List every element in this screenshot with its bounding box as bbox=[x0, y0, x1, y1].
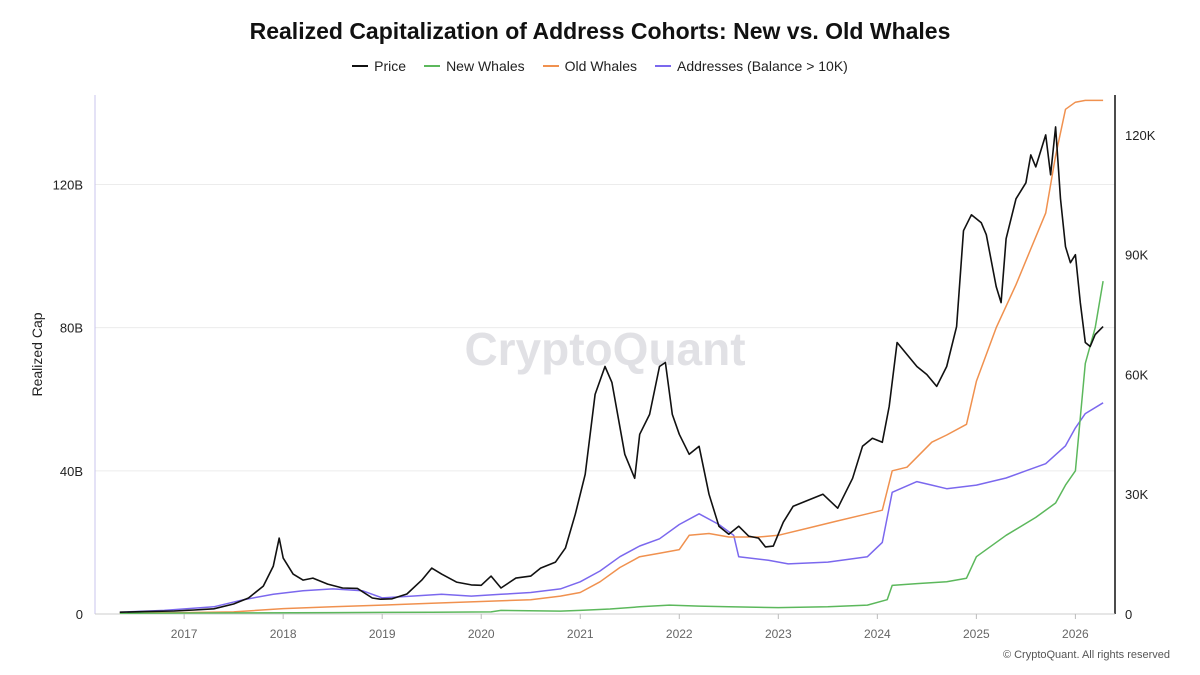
x-tick-label: 2025 bbox=[963, 627, 990, 641]
y2-tick-label: 30K bbox=[1125, 487, 1148, 502]
copyright-footer: © CryptoQuant. All rights reserved bbox=[1002, 649, 1170, 661]
y2-tick-label: 90K bbox=[1125, 248, 1148, 263]
old-whales-line bbox=[119, 99, 1104, 614]
legend-item-price[interactable]: Price bbox=[352, 58, 406, 74]
y-tick-label: 120B bbox=[53, 177, 83, 192]
addresses-line bbox=[119, 402, 1104, 613]
x-tick-label: 2021 bbox=[567, 627, 594, 641]
x-tick-label: 2019 bbox=[369, 627, 396, 641]
new-whales-line bbox=[119, 280, 1104, 615]
chart-title: Realized Capitalization of Address Cohor… bbox=[249, 18, 951, 44]
legend-item-old-whales[interactable]: Old Whales bbox=[542, 58, 638, 74]
y-axis-ticks: 0 40B 80B 120B bbox=[53, 177, 83, 622]
legend-swatch-new-whales bbox=[424, 65, 441, 67]
x-tick-label: 2023 bbox=[765, 627, 792, 641]
y-tick-label: 80B bbox=[60, 321, 83, 336]
y2-tick-label: 120K bbox=[1125, 128, 1156, 143]
x-tick-label: 2017 bbox=[171, 627, 198, 641]
legend-label-addresses: Addresses (Balance > 10K) bbox=[677, 58, 848, 74]
y-axis-label: Realized Cap bbox=[29, 312, 45, 396]
y2-tick-label: 60K bbox=[1125, 367, 1148, 382]
y-tick-label: 40B bbox=[60, 464, 83, 479]
legend-swatch-old-whales bbox=[542, 65, 559, 67]
y-tick-label: 0 bbox=[76, 607, 83, 622]
grid-lines bbox=[95, 183, 1115, 472]
legend-swatch-price bbox=[352, 65, 369, 67]
legend-item-new-whales[interactable]: New Whales bbox=[424, 58, 525, 74]
legend-label-price: Price bbox=[374, 58, 407, 74]
chart-legend: Price New Whales Old Whales Addresses (B… bbox=[0, 58, 1200, 74]
legend-label-new-whales: New Whales bbox=[446, 58, 525, 74]
legend-swatch-addresses bbox=[655, 65, 672, 67]
x-tick-label: 2026 bbox=[1062, 627, 1089, 641]
y2-tick-label: 0 bbox=[1125, 607, 1132, 622]
x-tick-label: 2020 bbox=[468, 627, 495, 641]
legend-item-addresses[interactable]: Addresses (Balance > 10K) bbox=[655, 58, 848, 74]
x-tick-label: 2022 bbox=[666, 627, 693, 641]
legend-label-old-whales: Old Whales bbox=[564, 58, 638, 74]
series-lines bbox=[119, 99, 1104, 615]
y2-axis-ticks: 0 30K 60K 90K 120K bbox=[1125, 128, 1156, 622]
x-tick-label: 2024 bbox=[864, 627, 891, 641]
price-line bbox=[119, 126, 1104, 613]
x-tick-label: 2018 bbox=[270, 627, 297, 641]
x-axis-ticks: 2017 2018 2019 2020 2021 2022 2023 2024 2025 2026 bbox=[171, 614, 1089, 641]
